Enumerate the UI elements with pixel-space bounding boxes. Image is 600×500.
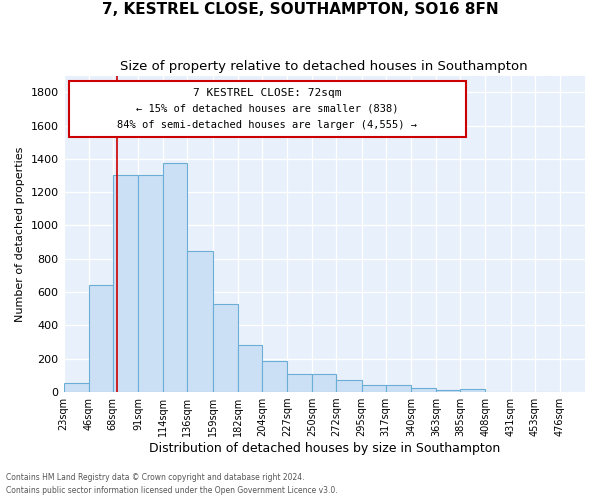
Bar (212, 304, 238, 392)
Bar (163, 163, 187, 392)
Y-axis label: Number of detached properties: Number of detached properties (15, 146, 25, 322)
Bar (337, 380, 362, 392)
Bar (386, 386, 411, 392)
Text: 84% of semi-detached houses are larger (4,555) →: 84% of semi-detached houses are larger (… (118, 120, 418, 130)
Bar (436, 390, 460, 392)
Bar (460, 389, 485, 392)
Bar (138, 174, 163, 392)
Bar (312, 374, 337, 392)
Text: 7 KESTREL CLOSE: 72sqm: 7 KESTREL CLOSE: 72sqm (193, 88, 341, 98)
Bar (411, 388, 436, 392)
Bar (238, 344, 262, 392)
X-axis label: Distribution of detached houses by size in Southampton: Distribution of detached houses by size … (149, 442, 500, 455)
Bar (187, 252, 212, 392)
Bar (262, 362, 287, 392)
Bar (69, 80, 466, 137)
Text: ← 15% of detached houses are smaller (838): ← 15% of detached houses are smaller (83… (136, 104, 398, 114)
Title: Size of property relative to detached houses in Southampton: Size of property relative to detached ho… (121, 60, 528, 73)
Bar (64, 383, 89, 392)
Text: Contains HM Land Registry data © Crown copyright and database right 2024.
Contai: Contains HM Land Registry data © Crown c… (6, 474, 338, 495)
Bar (89, 286, 113, 392)
Bar (287, 374, 312, 392)
Bar (362, 386, 386, 392)
Text: 7, KESTREL CLOSE, SOUTHAMPTON, SO16 8FN: 7, KESTREL CLOSE, SOUTHAMPTON, SO16 8FN (101, 2, 499, 18)
Bar (113, 174, 138, 392)
